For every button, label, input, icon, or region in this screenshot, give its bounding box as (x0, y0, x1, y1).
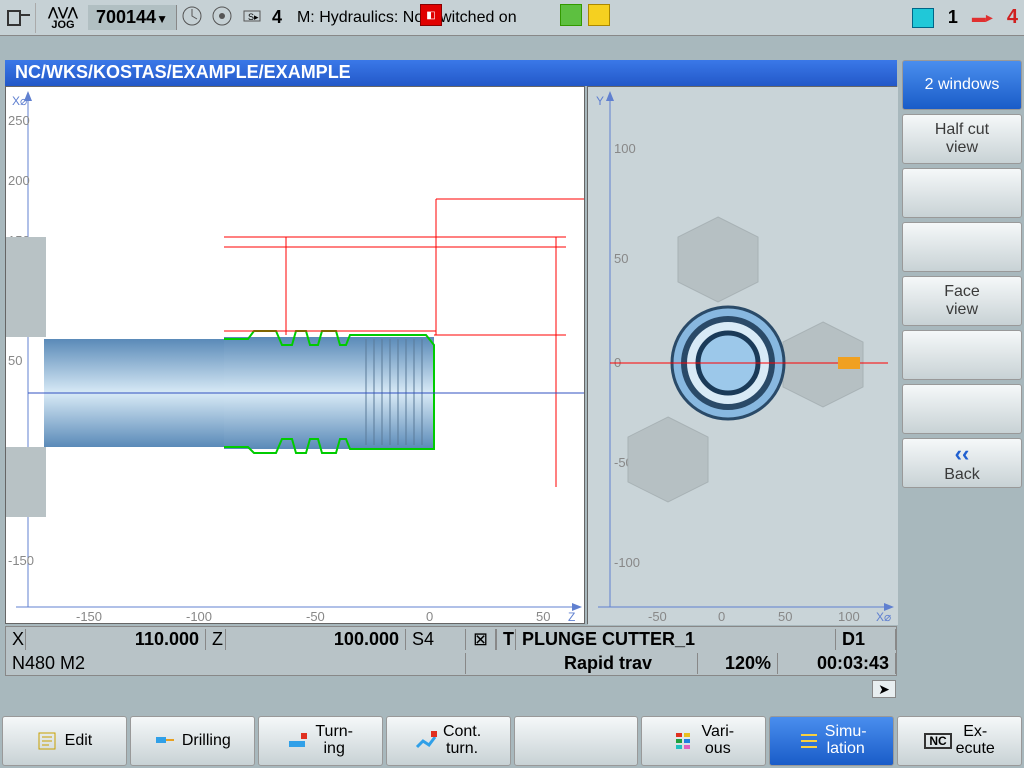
svg-text:Z: Z (568, 610, 575, 624)
status-green-icon (560, 4, 582, 26)
override-label: Rapid trav (558, 653, 698, 674)
program-number: 700144▼ (88, 5, 177, 30)
svg-text:S▸: S▸ (248, 12, 259, 22)
x-value: 110.000 (26, 629, 206, 650)
sk-face-view[interactable]: Face view (902, 276, 1022, 326)
bk-edit[interactable]: Edit (2, 716, 127, 766)
bk-execute[interactable]: NC Ex- ecute (897, 716, 1022, 766)
spindle-label: S4 (406, 629, 466, 650)
top-right-icons: 1 ▬▸ 4 (912, 6, 1024, 29)
x-label: X (6, 629, 26, 650)
svg-text:100: 100 (838, 609, 860, 624)
channel-icon-3: S▸ (237, 5, 267, 30)
side-view-svg: X⌀ Z 250200 150100 50-50 -100-150 -150-1… (6, 87, 586, 625)
bottom-softkey-row: Edit Drilling Turn- ing Cont. turn. Vari… (2, 716, 1022, 766)
simulation-side-view: X⌀ Z 250200 150100 50-50 -100-150 -150-1… (5, 86, 585, 624)
channel-icon-2 (207, 5, 237, 30)
svg-text:0: 0 (718, 609, 725, 624)
svg-text:50: 50 (8, 353, 22, 368)
z-value: 100.000 (226, 629, 406, 650)
jog-mode-icon: ⋀⋁⋀ JOG (38, 5, 88, 31)
nc-icon: NC (924, 733, 951, 750)
bk-empty[interactable] (514, 716, 639, 766)
svg-text:50: 50 (778, 609, 792, 624)
channel-icon-1 (177, 5, 207, 30)
top-status-strip: ⋀⋁⋀ JOG 700144▼ S▸ 4 M: Hydraulics: Not … (0, 0, 1024, 36)
sk-empty-3[interactable] (902, 168, 1022, 218)
bk-simulation[interactable]: Simu- lation (769, 716, 894, 766)
svg-text:0: 0 (426, 609, 433, 624)
position-readout: X 110.000 Z 100.000 S4 ⊠ T PLUNGE CUTTER… (5, 626, 897, 676)
bk-cont-turn[interactable]: Cont. turn. (386, 716, 511, 766)
sk-empty-4[interactable] (902, 222, 1022, 272)
svg-text:X⌀: X⌀ (876, 610, 891, 624)
svg-text:-100: -100 (614, 555, 640, 570)
svg-text:250: 250 (8, 113, 30, 128)
svg-text:200: 200 (8, 173, 30, 188)
cyan-status-icon (912, 8, 934, 28)
bk-drilling[interactable]: Drilling (130, 716, 255, 766)
svg-text:50: 50 (614, 251, 628, 266)
status-yellow-icon (588, 4, 610, 26)
svg-text:100: 100 (614, 141, 636, 156)
z-label: Z (206, 629, 226, 650)
tool-name: PLUNGE CUTTER_1 (516, 629, 836, 650)
program-path-bar: NC/WKS/KOSTAS/EXAMPLE/EXAMPLE (5, 60, 897, 86)
sk-2-windows[interactable]: 2 windows (902, 60, 1022, 110)
sk-empty-7[interactable] (902, 384, 1022, 434)
machine-icon (2, 3, 36, 33)
svg-text:-150: -150 (76, 609, 102, 624)
face-view-svg: Y X⌀ 10050 0-50 -100 -500 50100 (588, 87, 898, 625)
right-softkey-column: 2 windows Half cut view Face view ‹‹ ≪ B… (902, 60, 1022, 488)
svg-text:-100: -100 (186, 609, 212, 624)
nc-block: N480 M2 (6, 653, 466, 674)
drill-icon (154, 731, 178, 751)
simulation-face-view: Y X⌀ 10050 0-50 -100 -500 50100 (587, 86, 897, 624)
status-message: M: Hydraulics: Not switched on (287, 9, 517, 27)
alarm-icons: ◧ (420, 4, 442, 26)
cont-turn-icon (415, 731, 439, 751)
spindle-stop-icon: ⊠ (466, 629, 496, 650)
status-icons-mid (560, 4, 610, 26)
turn-icon (287, 731, 311, 751)
channel-num-4: 4 (267, 7, 287, 28)
sk-back[interactable]: ‹‹ ≪ Back Back (902, 438, 1022, 488)
simulation-icon (797, 731, 821, 751)
svg-text:50: 50 (536, 609, 550, 624)
bk-various[interactable]: Vari- ous (641, 716, 766, 766)
bk-turning[interactable]: Turn- ing (258, 716, 383, 766)
svg-text:-50: -50 (306, 609, 325, 624)
sk-empty-6[interactable] (902, 330, 1022, 380)
sk-half-cut-view[interactable]: Half cut view (902, 114, 1022, 164)
tool-d: D1 (836, 629, 896, 650)
runtime: 00:03:43 (778, 653, 896, 674)
various-icon (674, 731, 698, 751)
top-right-num: 1 (948, 7, 958, 28)
alarm-red-icon: ◧ (420, 4, 442, 26)
svg-text:-150: -150 (8, 553, 34, 568)
override-value: 120% (698, 653, 778, 674)
scroll-right-arrow[interactable]: ➤ (872, 680, 896, 698)
far-right-num: 4 (1007, 6, 1018, 29)
svg-text:Y: Y (596, 94, 604, 108)
svg-text:-50: -50 (648, 609, 667, 624)
override-flag-icon: ▬▸ (972, 9, 993, 26)
svg-text:X⌀: X⌀ (12, 94, 27, 108)
tool-t-label: T (496, 629, 516, 650)
edit-icon (37, 731, 61, 751)
